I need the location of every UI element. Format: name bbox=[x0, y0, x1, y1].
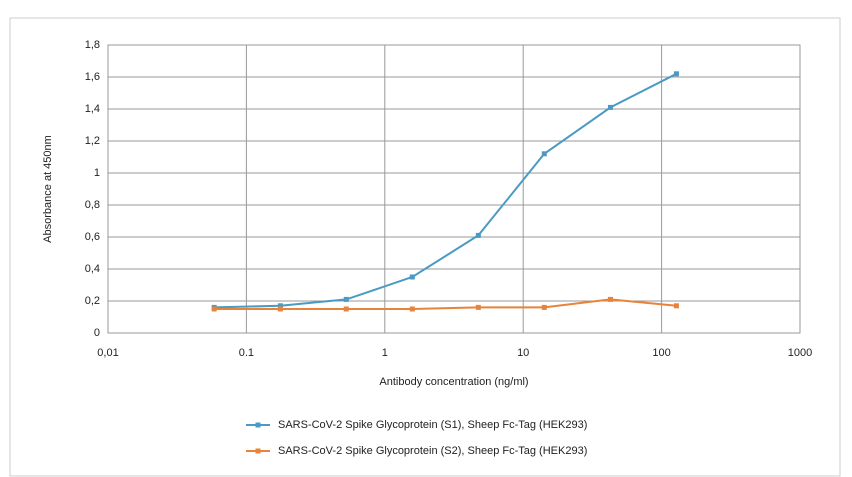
legend-label: SARS-CoV-2 Spike Glycoprotein (S2), Shee… bbox=[278, 445, 587, 457]
data-point bbox=[343, 296, 349, 302]
y-tick-label: 1,4 bbox=[85, 103, 100, 115]
series-line bbox=[214, 298, 677, 310]
series-line bbox=[214, 72, 677, 309]
data-point bbox=[607, 104, 613, 110]
legend-label: SARS-CoV-2 Spike Glycoprotein (S1), Shee… bbox=[278, 419, 587, 431]
y-tick-label: 0,2 bbox=[85, 295, 100, 307]
data-point bbox=[673, 303, 679, 309]
x-axis-title: Antibody concentration (ng/ml) bbox=[379, 376, 528, 388]
y-tick-label: 1 bbox=[94, 167, 100, 179]
data-point bbox=[409, 274, 415, 280]
y-tick-label: 1,2 bbox=[85, 135, 100, 147]
data-point bbox=[475, 232, 481, 238]
data-point bbox=[277, 306, 283, 312]
plot-area bbox=[107, 44, 801, 334]
data-point bbox=[607, 296, 613, 302]
data-point bbox=[277, 303, 283, 309]
x-tick-label: 0.1 bbox=[239, 347, 254, 359]
x-tick-label: 100 bbox=[652, 347, 670, 359]
y-tick-label: 0,4 bbox=[85, 263, 100, 275]
data-point bbox=[475, 304, 481, 310]
x-tick-label: 1 bbox=[382, 347, 388, 359]
y-tick-label: 1,8 bbox=[85, 39, 100, 51]
data-point bbox=[211, 306, 217, 312]
y-tick-label: 0 bbox=[94, 327, 100, 339]
y-tick-label: 0,6 bbox=[85, 231, 100, 243]
data-point bbox=[673, 71, 679, 77]
legend-marker bbox=[255, 448, 261, 454]
data-point bbox=[541, 304, 547, 310]
x-tick-label: 10 bbox=[517, 347, 529, 359]
data-point bbox=[541, 151, 547, 157]
y-tick-label: 1,6 bbox=[85, 71, 100, 83]
data-point bbox=[343, 306, 349, 312]
data-point bbox=[409, 306, 415, 312]
x-tick-label: 1000 bbox=[788, 347, 812, 359]
legend-marker bbox=[255, 422, 261, 428]
y-tick-label: 0,8 bbox=[85, 199, 100, 211]
x-tick-label: 0,01 bbox=[97, 347, 118, 359]
y-axis-title: Absorbance at 450nm bbox=[42, 135, 54, 243]
